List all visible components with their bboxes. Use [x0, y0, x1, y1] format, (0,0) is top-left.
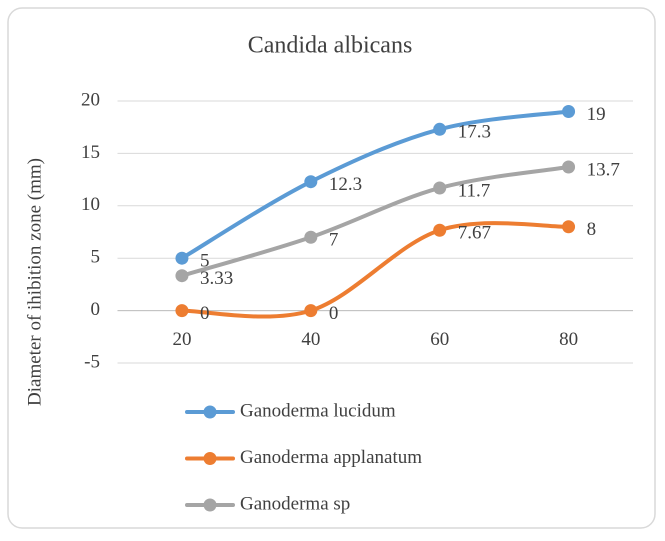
point [562, 104, 576, 118]
legend-marker [203, 498, 217, 512]
data-label: 8 [587, 219, 597, 240]
legend-label: Ganoderma sp [240, 493, 350, 514]
point [175, 304, 189, 318]
y-tick-label: 10 [81, 194, 100, 215]
point [433, 223, 447, 237]
y-tick-label: 5 [91, 247, 101, 268]
y-tick-label: 15 [81, 142, 100, 163]
data-label: 11.7 [458, 180, 491, 201]
series-line [179, 165, 571, 278]
data-label: 5 [200, 251, 210, 272]
x-tick-label: 20 [172, 329, 191, 350]
chart-frame [7, 7, 656, 529]
series-line [179, 109, 571, 261]
data-label: 3.33 [200, 268, 233, 289]
legend-marker [203, 405, 217, 419]
point [433, 122, 447, 136]
data-label: 0 [329, 303, 339, 324]
chart-title: Candida albicans [248, 33, 413, 59]
x-tick-label: 40 [301, 329, 320, 350]
point [433, 181, 447, 195]
point [175, 251, 189, 265]
data-label: 0 [200, 303, 210, 324]
data-label: 17.3 [458, 122, 491, 143]
y-tick-label: 20 [81, 89, 100, 110]
legend-label: Ganoderma applanatum [240, 447, 422, 468]
point [562, 220, 576, 234]
legend-marker [203, 452, 217, 465]
x-tick-label: 80 [559, 329, 578, 350]
point [562, 160, 576, 174]
legend-label: Ganoderma lucidum [240, 400, 396, 421]
y-tick-label: -5 [84, 351, 100, 372]
point [304, 304, 318, 318]
data-label: 13.7 [587, 159, 620, 180]
x-tick-label: 60 [430, 329, 449, 350]
series-line [179, 221, 571, 319]
point [175, 269, 189, 283]
data-label: 7 [329, 230, 339, 251]
point [304, 175, 318, 189]
y-tick-label: 0 [91, 299, 101, 320]
data-label: 12.3 [329, 174, 362, 195]
data-label: 7.67 [458, 223, 491, 244]
y-axis-label: Diameter of ihibition zone (mm) [24, 158, 45, 406]
data-label: 19 [587, 104, 606, 125]
point [304, 230, 318, 244]
